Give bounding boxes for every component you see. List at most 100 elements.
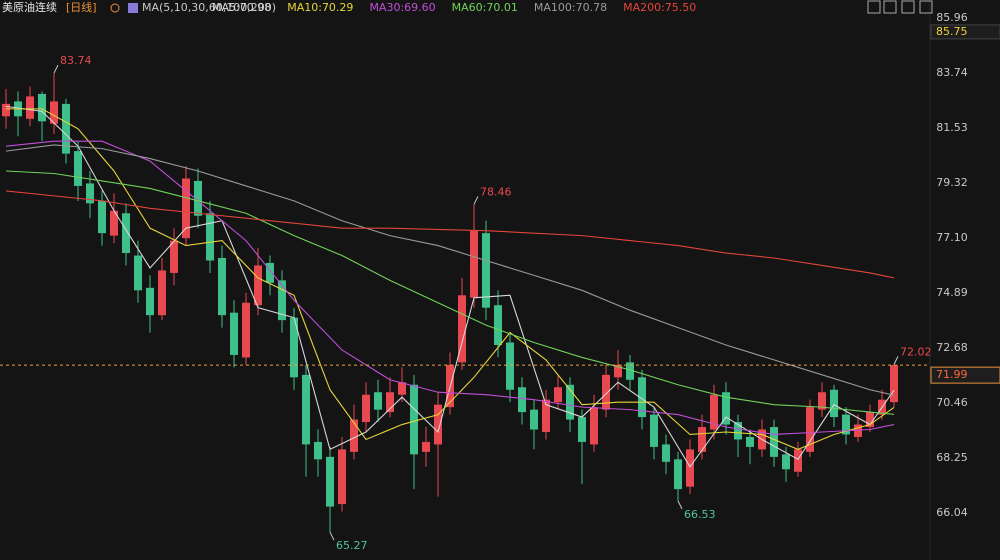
- price-box: [930, 24, 1000, 40]
- chart-title: 美原油连续: [2, 0, 57, 14]
- legend-entry: MA5:70.98: [212, 1, 271, 14]
- y-tick-label: 66.04: [936, 506, 968, 519]
- candle-body: [362, 394, 370, 423]
- ma-line: [5, 170, 895, 415]
- candle-body: [590, 407, 598, 445]
- candle-body: [578, 417, 586, 442]
- indicator: MA(5,10,30,60,100,200): [142, 1, 276, 14]
- candle-body: [422, 441, 430, 452]
- y-tick-label: 74.89: [936, 286, 968, 299]
- annotation-leader: [53, 64, 59, 74]
- candle-body: [818, 392, 826, 410]
- candle-body: [218, 258, 226, 316]
- high-label: 78.46: [480, 185, 512, 198]
- candle-body: [542, 399, 550, 432]
- settings-icon[interactable]: [110, 3, 120, 13]
- ma-line: [5, 140, 895, 436]
- high-label: 72.02: [900, 345, 932, 358]
- ma-line: [5, 190, 895, 279]
- candle-body: [614, 364, 622, 378]
- candle-body: [110, 210, 118, 236]
- candle-body: [206, 213, 214, 261]
- candle-body: [158, 270, 166, 316]
- candle-body: [50, 101, 58, 124]
- candle-body: [566, 384, 574, 420]
- candle-body: [278, 280, 286, 321]
- candle-body: [470, 230, 478, 298]
- candle-body: [386, 392, 394, 413]
- candle-body: [86, 183, 94, 204]
- legend-entry: MA60:70.01: [452, 1, 518, 14]
- candle-body: [122, 213, 130, 254]
- legend-entry: MA200:75.50: [623, 1, 696, 14]
- candle-body: [734, 422, 742, 440]
- candle-body: [266, 262, 274, 283]
- tool-button[interactable]: [883, 0, 897, 14]
- y-tick-label: 79.32: [936, 176, 968, 189]
- tool-button[interactable]: [919, 0, 933, 14]
- candle-body: [230, 312, 238, 355]
- ma-line: [6, 108, 895, 450]
- candle-body: [710, 394, 718, 430]
- header-bg: [0, 0, 860, 16]
- y-tick-label: 81.53: [936, 121, 968, 134]
- ma-line: [5, 144, 895, 396]
- candle-body: [506, 342, 514, 390]
- tool-button[interactable]: [867, 0, 881, 14]
- low-label: 65.27: [336, 539, 368, 552]
- candle-body: [338, 449, 346, 505]
- candle-body: [626, 362, 634, 380]
- toolbar: [867, 0, 933, 14]
- candle-body: [254, 265, 262, 306]
- candle-body: [494, 305, 502, 345]
- annotation-leader: [329, 531, 335, 541]
- candle-body: [686, 449, 694, 487]
- candle-body: [410, 384, 418, 455]
- candle-body: [326, 456, 334, 507]
- candle-body: [26, 96, 34, 119]
- candle-body: [350, 419, 358, 452]
- candle-body: [98, 200, 106, 234]
- candle-body: [866, 412, 874, 428]
- candle-body: [842, 414, 850, 435]
- candle-body: [650, 414, 658, 447]
- tool-button[interactable]: [901, 0, 915, 14]
- candle-body: [890, 365, 898, 403]
- candle-body: [806, 407, 814, 452]
- candle-body: [302, 374, 310, 445]
- legend-entry: MA10:70.29: [287, 1, 353, 14]
- candle-body: [2, 103, 10, 117]
- candle-body: [194, 180, 202, 216]
- period: [日线]: [66, 0, 97, 14]
- candle-body: [662, 444, 670, 462]
- candle-body: [398, 382, 406, 395]
- candle-body: [482, 233, 490, 308]
- candle-body: [458, 295, 466, 363]
- candle-body: [134, 255, 142, 291]
- y-tick-label: 83.74: [936, 66, 968, 79]
- annotation-leader: [893, 356, 899, 365]
- candle-body: [242, 302, 250, 358]
- candle-body: [290, 317, 298, 378]
- candle-body: [638, 377, 646, 418]
- legend-entry: MA100:70.78: [534, 1, 607, 14]
- price-label: 85.75: [936, 25, 968, 38]
- candle-body: [182, 178, 190, 239]
- y-tick-label: 68.25: [936, 451, 968, 464]
- candle-body: [674, 459, 682, 490]
- y-tick-label: 85.96: [936, 11, 968, 24]
- candle-body: [374, 392, 382, 410]
- candle-body: [170, 240, 178, 273]
- low-label: 66.53: [684, 508, 716, 521]
- candle-body: [434, 404, 442, 445]
- candle-body: [746, 436, 754, 447]
- candle-body: [770, 427, 778, 457]
- candle-body: [782, 454, 790, 470]
- candle-body: [830, 389, 838, 418]
- high-label: 83.74: [60, 54, 92, 67]
- y-tick-label: 70.46: [936, 396, 968, 409]
- annotation-leader: [473, 196, 479, 205]
- candle-body: [38, 93, 46, 122]
